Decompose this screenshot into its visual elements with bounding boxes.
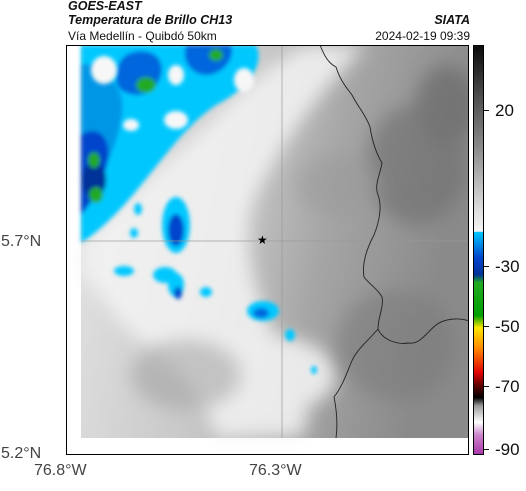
colorbar-tick (484, 449, 489, 450)
colorbar (473, 45, 484, 455)
colorbar-label: -70 (495, 377, 520, 396)
lat-label-top: 5.7°N (1, 233, 42, 250)
colorbar-tick (484, 326, 489, 327)
colorbar-tick (484, 266, 489, 267)
cold-cloud-tops (81, 45, 317, 374)
colorbar-label: -50 (495, 317, 520, 336)
satellite-map: ★ (66, 45, 469, 455)
lon-label-right: 76.3°W (249, 462, 302, 479)
graticule (81, 45, 469, 438)
colorbar-tick (484, 386, 489, 387)
colorbar-tick (484, 110, 489, 111)
satellite-title: GOES-EAST (68, 0, 142, 13)
brand-label: SIATA (434, 13, 470, 27)
colorbar-label: 20 (495, 101, 514, 120)
colorbar-label: -90 (495, 440, 520, 459)
dark-texture (131, 65, 469, 410)
timestamp-label: 2024-02-19 09:39 (375, 29, 470, 43)
product-title: Temperatura de Brillo CH13 (68, 13, 233, 27)
route-label: Vía Medellín - Quibdó 50km (68, 29, 217, 43)
department-boundary (319, 45, 469, 439)
star-icon: ★ (257, 233, 268, 247)
colorbar-label: -30 (495, 257, 520, 276)
lat-label-bottom: 5.2°N (1, 445, 42, 462)
lon-label-left: 76.8°W (34, 462, 87, 479)
